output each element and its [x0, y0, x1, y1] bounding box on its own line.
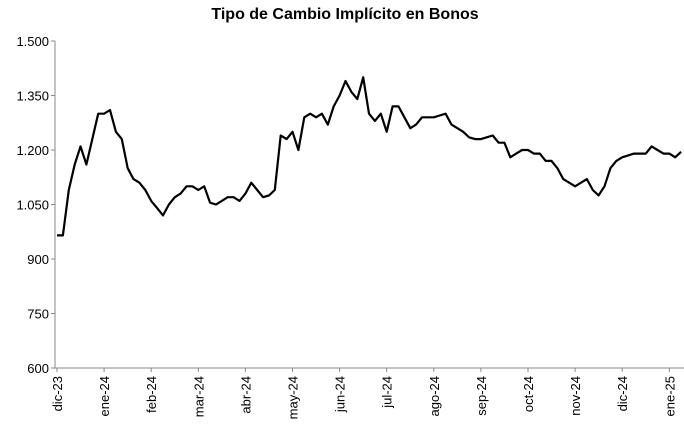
y-tick-label: 600	[27, 361, 49, 376]
x-tick-label: dic-24	[615, 376, 630, 411]
y-tick-label: 1.350	[16, 89, 49, 104]
x-tick-label: ago-24	[427, 376, 442, 416]
chart-title: Tipo de Cambio Implícito en Bonos	[211, 6, 478, 23]
y-tick-label: 1.050	[16, 198, 49, 213]
x-tick-label: abr-24	[238, 376, 253, 414]
x-tick-label: sep-24	[474, 376, 489, 416]
x-tick-label: mar-24	[191, 376, 206, 417]
y-tick-label: 900	[27, 252, 49, 267]
x-tick-label: ene-25	[662, 376, 677, 416]
x-tick-label: nov-24	[568, 376, 583, 416]
y-tick-label: 750	[27, 307, 49, 322]
x-tick-label: jun-24	[333, 376, 348, 413]
x-tick-label: may-24	[286, 376, 301, 419]
x-tick-label: feb-24	[144, 376, 159, 413]
line-series	[57, 76, 682, 237]
x-tick-label: dic-23	[50, 376, 65, 411]
x-tick-label: jul-24	[380, 376, 395, 409]
y-tick-label: 1.200	[16, 143, 49, 158]
x-tick-label: ene-24	[97, 376, 112, 416]
x-tick-label: oct-24	[521, 376, 536, 412]
y-tick-label: 1.500	[16, 34, 49, 49]
